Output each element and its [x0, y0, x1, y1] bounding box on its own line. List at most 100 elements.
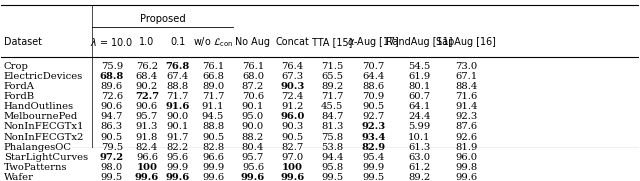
- Text: ElectricDevices: ElectricDevices: [4, 72, 83, 81]
- Text: 60.7: 60.7: [408, 92, 430, 101]
- Text: 90.1: 90.1: [166, 122, 189, 131]
- Text: 99.9: 99.9: [202, 163, 224, 172]
- Text: 24.4: 24.4: [408, 112, 431, 121]
- Text: 84.7: 84.7: [321, 112, 343, 121]
- Text: 88.6: 88.6: [363, 82, 385, 91]
- Text: 71.7: 71.7: [166, 92, 189, 101]
- Text: 91.8: 91.8: [136, 132, 158, 142]
- Text: 89.6: 89.6: [100, 82, 123, 91]
- Text: 90.1: 90.1: [242, 102, 264, 111]
- Text: 72.6: 72.6: [100, 92, 123, 101]
- Text: 95.7: 95.7: [136, 112, 158, 121]
- Text: 92.6: 92.6: [455, 132, 477, 142]
- Text: 88.4: 88.4: [455, 82, 477, 91]
- Text: 99.6: 99.6: [135, 173, 159, 181]
- Text: 72.7: 72.7: [135, 92, 159, 101]
- Text: 82.8: 82.8: [202, 143, 224, 152]
- Text: SapAug [16]: SapAug [16]: [436, 37, 496, 47]
- Text: 94.7: 94.7: [100, 112, 123, 121]
- Text: 75.9: 75.9: [100, 62, 123, 71]
- Text: TTA [15]: TTA [15]: [312, 37, 353, 47]
- Text: 66.8: 66.8: [202, 72, 224, 81]
- Text: 90.5: 90.5: [202, 132, 224, 142]
- Text: 61.3: 61.3: [408, 143, 431, 152]
- Text: 91.3: 91.3: [136, 122, 158, 131]
- Text: 82.7: 82.7: [282, 143, 303, 152]
- Text: 86.3: 86.3: [100, 122, 123, 131]
- Text: 91.6: 91.6: [165, 102, 190, 111]
- Text: 68.8: 68.8: [100, 72, 124, 81]
- Text: 68.4: 68.4: [136, 72, 158, 81]
- Text: 64.4: 64.4: [362, 72, 385, 81]
- Text: 76.8: 76.8: [166, 62, 189, 71]
- Text: 98.0: 98.0: [100, 163, 123, 172]
- Text: 90.5: 90.5: [362, 102, 385, 111]
- Text: 67.3: 67.3: [282, 72, 303, 81]
- Text: 96.0: 96.0: [280, 112, 305, 121]
- Text: 67.1: 67.1: [455, 72, 477, 81]
- Text: 63.0: 63.0: [408, 153, 430, 162]
- Text: 70.9: 70.9: [362, 92, 385, 101]
- Text: 61.2: 61.2: [408, 163, 431, 172]
- Text: 45.5: 45.5: [321, 102, 343, 111]
- Text: 90.0: 90.0: [242, 122, 264, 131]
- Text: 90.6: 90.6: [136, 102, 158, 111]
- Text: 89.0: 89.0: [202, 82, 224, 91]
- Text: 92.7: 92.7: [362, 112, 385, 121]
- Text: 99.6: 99.6: [166, 173, 189, 181]
- Text: 90.3: 90.3: [282, 122, 303, 131]
- Text: 54.5: 54.5: [408, 62, 431, 71]
- Text: 91.7: 91.7: [166, 132, 189, 142]
- Text: 99.5: 99.5: [362, 173, 385, 181]
- Text: 99.8: 99.8: [455, 163, 477, 172]
- Text: 71.6: 71.6: [455, 92, 477, 101]
- Text: 99.9: 99.9: [166, 163, 189, 172]
- Text: RandAug [11]: RandAug [11]: [386, 37, 452, 47]
- Text: 64.1: 64.1: [408, 102, 431, 111]
- Text: Dataset: Dataset: [4, 37, 42, 47]
- Text: FordB: FordB: [4, 92, 35, 101]
- Text: 90.2: 90.2: [136, 82, 158, 91]
- Text: 80.1: 80.1: [408, 82, 431, 91]
- Text: NonInFECGTx2: NonInFECGTx2: [4, 132, 84, 142]
- Text: 99.9: 99.9: [362, 163, 385, 172]
- Text: 91.2: 91.2: [282, 102, 304, 111]
- Text: 82.2: 82.2: [166, 143, 189, 152]
- Text: 99.6: 99.6: [280, 173, 305, 181]
- Text: 94.4: 94.4: [321, 153, 344, 162]
- Text: $\alpha$-Aug [17]: $\alpha$-Aug [17]: [348, 35, 400, 49]
- Text: 76.1: 76.1: [202, 62, 224, 71]
- Text: 72.4: 72.4: [282, 92, 304, 101]
- Text: 71.7: 71.7: [202, 92, 224, 101]
- Text: 92.3: 92.3: [362, 122, 386, 131]
- Text: 99.6: 99.6: [241, 173, 265, 181]
- Text: Proposed: Proposed: [140, 14, 186, 24]
- Text: 90.3: 90.3: [280, 82, 305, 91]
- Text: 73.0: 73.0: [455, 62, 477, 71]
- Text: MelbournePed: MelbournePed: [4, 112, 78, 121]
- Text: w/o $\mathcal{L}_{\mathrm{con}}$: w/o $\mathcal{L}_{\mathrm{con}}$: [193, 35, 233, 49]
- Text: 88.8: 88.8: [202, 122, 224, 131]
- Text: 0.1: 0.1: [170, 37, 185, 47]
- Text: 87.6: 87.6: [455, 122, 477, 131]
- Text: 70.7: 70.7: [362, 62, 385, 71]
- Text: 96.6: 96.6: [136, 153, 158, 162]
- Text: 65.5: 65.5: [321, 72, 343, 81]
- Text: 75.8: 75.8: [321, 132, 343, 142]
- Text: 95.8: 95.8: [321, 163, 343, 172]
- Text: 95.6: 95.6: [242, 163, 264, 172]
- Text: 81.9: 81.9: [455, 143, 477, 152]
- Text: 89.2: 89.2: [321, 82, 343, 91]
- Text: 87.2: 87.2: [242, 82, 264, 91]
- Text: 5.99: 5.99: [408, 122, 431, 131]
- Text: 76.2: 76.2: [136, 62, 158, 71]
- Text: 53.8: 53.8: [321, 143, 343, 152]
- Text: 1.0: 1.0: [140, 37, 155, 47]
- Text: 71.5: 71.5: [321, 62, 343, 71]
- Text: 79.5: 79.5: [100, 143, 123, 152]
- Text: StarLightCurves: StarLightCurves: [4, 153, 88, 162]
- Text: 96.6: 96.6: [202, 153, 224, 162]
- Text: $\lambda$ = 10.0: $\lambda$ = 10.0: [90, 36, 133, 48]
- Text: 99.6: 99.6: [455, 173, 477, 181]
- Text: 71.7: 71.7: [321, 92, 343, 101]
